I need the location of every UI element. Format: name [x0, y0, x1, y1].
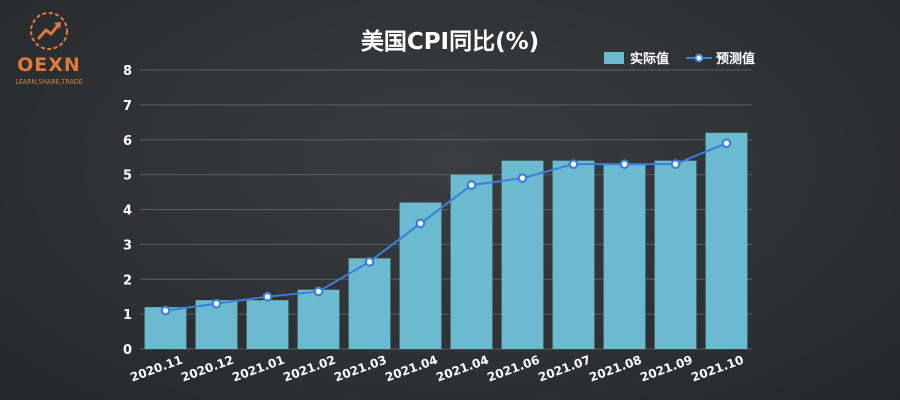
y-tick-label: 3 — [123, 238, 132, 253]
x-tick-label: 2021.07 — [536, 353, 592, 385]
bar — [603, 164, 646, 349]
y-tick-label: 2 — [123, 273, 132, 288]
legend-label-forecast: 预测值 — [716, 52, 756, 67]
bar — [705, 132, 748, 349]
forecast-point — [517, 173, 528, 184]
x-tick-label: 2021.09 — [638, 353, 694, 385]
bar — [450, 174, 493, 349]
x-tick-label: 2021.04 — [383, 353, 439, 385]
forecast-point — [568, 159, 579, 170]
x-tick-label: 2021.10 — [689, 353, 745, 385]
bar — [552, 160, 595, 349]
forecast-point — [670, 159, 681, 170]
forecast-point — [262, 291, 273, 302]
forecast-point — [160, 305, 171, 316]
logo-name: OEXN — [17, 54, 81, 76]
y-tick-label: 1 — [123, 308, 132, 323]
y-tick-label: 4 — [123, 204, 132, 219]
x-tick-label: 2021.01 — [230, 353, 286, 385]
bar — [297, 289, 340, 349]
trend-arrow-icon — [30, 12, 68, 50]
forecast-point — [364, 256, 375, 267]
legend-line-swatch — [686, 53, 712, 63]
y-tick-label: 7 — [123, 99, 132, 114]
legend-item-actual: 实际值 — [604, 48, 669, 67]
x-tick-label: 2021.03 — [332, 353, 388, 385]
bar — [501, 160, 544, 349]
chart-title: 美国CPI同比(%) — [360, 29, 540, 55]
forecast-point — [619, 159, 630, 170]
x-tick-label: 2020.11 — [128, 353, 184, 385]
x-tick-label: 2020.12 — [179, 353, 235, 385]
forecast-point — [415, 218, 426, 229]
forecast-point — [313, 286, 324, 297]
forecast-point — [721, 138, 732, 149]
bar — [348, 258, 391, 349]
x-tick-label: 2021.06 — [485, 353, 541, 385]
logo-tagline: LEARN,SHARE,TRADE — [15, 78, 83, 86]
y-tick-label: 6 — [123, 134, 132, 149]
bar — [246, 300, 289, 349]
forecast-point — [211, 298, 222, 309]
y-tick-label: 0 — [123, 343, 132, 358]
x-tick-label: 2021.04 — [434, 353, 490, 385]
y-tick-label: 8 — [123, 64, 132, 79]
bar — [654, 160, 697, 349]
legend-label-actual: 实际值 — [630, 52, 670, 67]
x-tick-label: 2021.08 — [587, 353, 643, 385]
forecast-line — [165, 142, 727, 312]
legend-bar-swatch — [604, 52, 624, 64]
logo: OEXN LEARN,SHARE,TRADE — [8, 8, 90, 88]
y-tick-label: 5 — [123, 169, 132, 184]
forecast-point — [466, 180, 477, 190]
x-tick-label: 2021.02 — [281, 353, 337, 385]
legend-item-forecast: 预测值 — [686, 48, 755, 67]
